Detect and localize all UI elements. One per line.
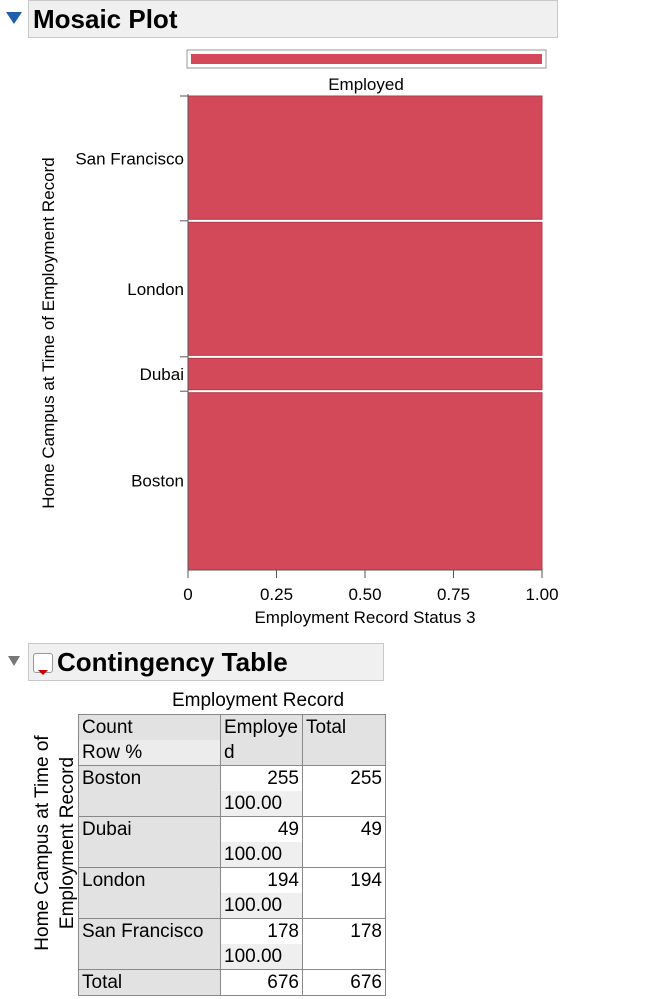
- count-value: 255: [267, 768, 299, 789]
- count-value: 178: [267, 921, 299, 942]
- collapse-toggle[interactable]: [6, 12, 22, 24]
- count-value: 194: [267, 870, 299, 891]
- corner-label: Row %: [79, 740, 220, 765]
- total-cell: 255: [302, 765, 386, 817]
- mosaic-cell: [187, 95, 543, 220]
- table-row: Boston 255 100.00 255: [78, 765, 386, 817]
- y-tick-label: Boston: [131, 472, 184, 491]
- legend-label: Employed: [328, 75, 404, 94]
- mosaic-plot: Employed Boston Dubai London San Francisco 0 0…: [39, 49, 559, 627]
- total-row: Total 676 676: [78, 969, 386, 996]
- column-variable: Employment Record: [171, 690, 345, 711]
- section-header: Mosaic Plot: [28, 0, 558, 38]
- x-axis-label: Employment Record Status 3: [254, 608, 475, 627]
- contingency-table: Count Row % Employed Total Boston 255 100.00 25…: [78, 714, 386, 996]
- table-row: London 194 100.00 194: [78, 867, 386, 919]
- row-label: Dubai: [78, 816, 221, 868]
- row-percent: 100.00: [221, 842, 302, 867]
- mosaic-cell: [187, 357, 543, 391]
- total-cell: 194: [302, 867, 386, 919]
- x-tick-label: 0.50: [348, 585, 381, 604]
- table-row: Dubai 49 100.00 49: [78, 816, 386, 868]
- legend-swatch: [191, 54, 542, 64]
- row-label: Total: [78, 969, 221, 996]
- row-label: London: [78, 867, 221, 919]
- menu-icon: [38, 670, 48, 675]
- grand-total: 676: [302, 969, 386, 996]
- count-cell: 255 100.00: [220, 765, 303, 817]
- row-variable-line: Home Campus at Time of: [32, 735, 53, 951]
- x-tick-label: 0.75: [437, 585, 470, 604]
- row-variable-label: Home Campus at Time of Employment Record: [30, 693, 80, 993]
- corner-label: Count: [82, 717, 133, 738]
- header-row: Count Row % Employed Total: [78, 714, 386, 766]
- count-value: 49: [277, 819, 299, 840]
- x-tick-label: 0.25: [260, 585, 293, 604]
- row-percent: 100.00: [221, 791, 302, 816]
- mosaic-cell: [187, 221, 543, 356]
- y-tick-label: San Francisco: [75, 149, 184, 168]
- row-label: Boston: [78, 765, 221, 817]
- total-cell: 49: [302, 816, 386, 868]
- y-tick-label: Dubai: [140, 365, 184, 384]
- collapse-toggle[interactable]: [8, 656, 20, 666]
- count-cell: 194 100.00: [220, 867, 303, 919]
- count-cell: 49 100.00: [220, 816, 303, 868]
- corner-cell: Count Row %: [78, 714, 221, 766]
- row-percent: 100.00: [221, 944, 302, 969]
- section-title: Mosaic Plot: [33, 4, 178, 34]
- section-title: Contingency Table: [57, 647, 288, 677]
- x-tick-label: 0: [183, 585, 192, 604]
- row-variable-line: Employment Record: [57, 756, 78, 930]
- total-count: 676: [220, 969, 303, 996]
- row-percent: 100.00: [221, 893, 302, 918]
- y-axis-label: Home Campus at Time of Employment Record: [39, 157, 58, 508]
- row-label: San Francisco: [78, 918, 221, 970]
- column-header: Total: [302, 714, 386, 766]
- total-cell: 178: [302, 918, 386, 970]
- column-header: Employed: [220, 714, 303, 766]
- y-tick-label: London: [127, 280, 184, 299]
- menu-arrow: [38, 670, 48, 675]
- x-tick-label: 1.00: [525, 585, 558, 604]
- menu-button[interactable]: [33, 653, 53, 675]
- table-row: San Francisco 178 100.00 178: [78, 918, 386, 970]
- mosaic-cell: [187, 392, 543, 571]
- section-header: Contingency Table: [28, 643, 384, 681]
- count-cell: 178 100.00: [220, 918, 303, 970]
